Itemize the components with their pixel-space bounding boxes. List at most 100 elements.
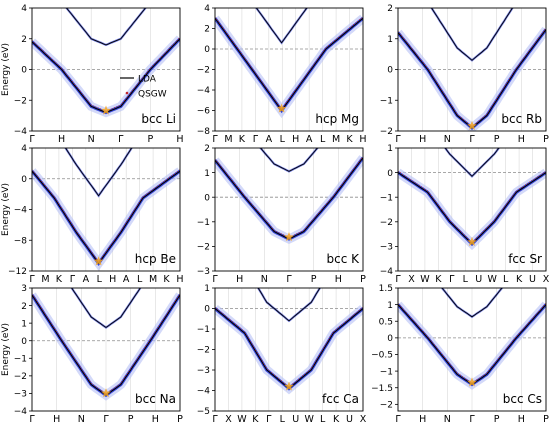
x-tick-label: L bbox=[463, 274, 469, 285]
x-tick-label: H bbox=[292, 134, 299, 145]
y-tick-label: −2 bbox=[380, 401, 393, 411]
y-tick-label: 2 bbox=[21, 35, 27, 45]
y-tick-label: 0 bbox=[204, 193, 210, 203]
x-tick-label: K bbox=[163, 274, 170, 285]
y-tick-label: 3 bbox=[21, 284, 27, 294]
x-tick-label: L bbox=[97, 274, 103, 285]
y-tick-label: 0 bbox=[21, 175, 27, 185]
x-tick-label: H bbox=[335, 274, 342, 285]
plot-frame bbox=[214, 7, 364, 132]
x-tick-label: H bbox=[236, 274, 243, 285]
x-tick-label: X bbox=[408, 274, 415, 285]
y-tick-label: −1 bbox=[197, 218, 210, 228]
x-tick-label: W bbox=[304, 414, 314, 425]
y-tick-label: −12 bbox=[8, 267, 27, 277]
band-minimum-star-marker bbox=[101, 388, 111, 398]
x-tick-label: M bbox=[332, 134, 340, 145]
x-tick-label: Γ bbox=[212, 414, 218, 425]
legend-qsgw-swatch bbox=[125, 91, 129, 95]
qsgw-band-line bbox=[398, 170, 546, 243]
panel-label: bcc Rb bbox=[501, 112, 542, 126]
plot-frame bbox=[31, 287, 181, 412]
x-tick-label: K bbox=[346, 134, 353, 145]
y-axis-label: Energy (eV) bbox=[1, 43, 11, 96]
x-tick-label: Γ bbox=[395, 274, 401, 285]
lda-upper-band bbox=[65, 8, 147, 46]
x-tick-label: P bbox=[177, 414, 183, 425]
y-tick-label: −8 bbox=[197, 127, 211, 137]
y-tick-label: 4 bbox=[21, 144, 27, 154]
x-tick-label: L bbox=[320, 134, 326, 145]
x-tick-label: L bbox=[503, 274, 509, 285]
y-tick-label: 0 bbox=[387, 334, 393, 344]
x-tick-label: M bbox=[41, 274, 49, 285]
lda-upper-band bbox=[71, 288, 141, 329]
x-tick-label: P bbox=[148, 134, 154, 145]
y-axis-label: Energy (eV) bbox=[1, 323, 11, 376]
y-tick-label: −1 bbox=[380, 367, 393, 377]
panel-na: Γ H N Γ P H P 3 2 1 0 −1 −2 −3 −4 bcc Na Energy (eV) bbox=[1, 284, 183, 425]
x-tick-label: Γ bbox=[103, 414, 109, 425]
x-tick-label: K bbox=[333, 414, 340, 425]
x-tick-label: Γ bbox=[395, 414, 401, 425]
y-tick-label: −4 bbox=[14, 127, 28, 137]
lda-upper-band bbox=[444, 148, 500, 177]
y-tick-label: 0 bbox=[387, 169, 393, 179]
y-tick-label: 1 bbox=[21, 319, 27, 329]
legend-lda-label: LDA bbox=[138, 75, 157, 85]
x-tick-label: Γ bbox=[253, 134, 259, 145]
x-tick-label: P bbox=[128, 414, 134, 425]
y-tick-label: 1.5 bbox=[379, 284, 393, 294]
y-tick-label: 0 bbox=[21, 337, 27, 347]
plot-frame bbox=[397, 7, 547, 132]
x-tick-label: H bbox=[58, 134, 65, 145]
x-tick-label: Γ bbox=[212, 134, 218, 145]
panel-label: fcc Sr bbox=[508, 252, 542, 266]
x-tick-label: L bbox=[280, 414, 286, 425]
x-tick-label: Γ bbox=[29, 274, 35, 285]
x-tick-label: W bbox=[420, 274, 430, 285]
panel-label: hcp Be bbox=[135, 252, 176, 266]
x-tick-label: A bbox=[306, 134, 313, 145]
x-tick-label: H bbox=[419, 134, 426, 145]
y-tick-label: 2 bbox=[21, 302, 27, 312]
x-tick-label: H bbox=[419, 414, 426, 425]
x-tick-label: H bbox=[176, 134, 183, 145]
y-tick-label: −4 bbox=[380, 267, 394, 277]
band-minimum-star-marker bbox=[93, 256, 104, 266]
plot-frame bbox=[397, 147, 547, 272]
x-tick-label: K bbox=[435, 274, 442, 285]
lda-upper-band bbox=[257, 288, 321, 322]
panel-label: bcc Li bbox=[141, 112, 176, 126]
x-tick-label: P bbox=[311, 274, 317, 285]
legend-qsgw-label: QSGW bbox=[138, 90, 167, 100]
band-minimum-star-marker bbox=[276, 103, 287, 113]
x-tick-label: A bbox=[266, 134, 273, 145]
x-tick-label: P bbox=[360, 274, 366, 285]
x-tick-label: H bbox=[53, 414, 60, 425]
y-tick-label: −1 bbox=[14, 354, 27, 364]
x-tick-label: Γ bbox=[29, 134, 35, 145]
x-tick-label: H bbox=[518, 134, 525, 145]
y-tick-label: −4 bbox=[197, 387, 211, 397]
x-tick-label: P bbox=[494, 134, 500, 145]
lda-upper-band bbox=[255, 8, 308, 44]
panel-label: fcc Ca bbox=[322, 392, 359, 406]
y-tick-label: −3 bbox=[380, 243, 393, 253]
y-tick-label: 1 bbox=[387, 144, 393, 154]
y-tick-label: −1 bbox=[380, 193, 393, 203]
y-tick-label: −2 bbox=[380, 218, 393, 228]
y-tick-label: −1.5 bbox=[371, 384, 393, 394]
x-tick-label: Γ bbox=[286, 274, 292, 285]
x-tick-label: X bbox=[225, 414, 232, 425]
x-tick-label: H bbox=[109, 274, 116, 285]
y-tick-label: 0 bbox=[387, 66, 393, 76]
y-tick-label: −3 bbox=[14, 390, 27, 400]
x-tick-label: K bbox=[239, 134, 246, 145]
x-tick-label: L bbox=[280, 134, 286, 145]
x-tick-label: P bbox=[543, 414, 549, 425]
y-tick-label: −4 bbox=[14, 206, 28, 216]
y-tick-label: −3 bbox=[197, 267, 210, 277]
x-tick-label: Γ bbox=[469, 414, 475, 425]
